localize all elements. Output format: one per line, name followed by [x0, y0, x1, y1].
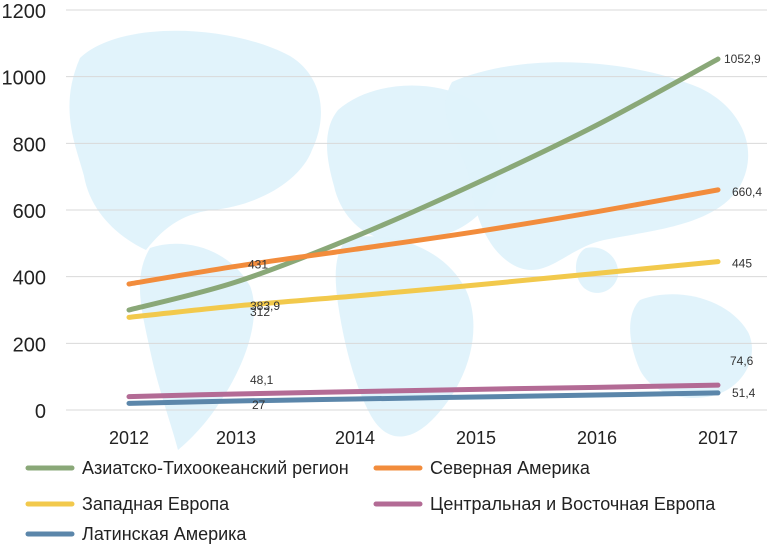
series-line-2	[126, 187, 721, 287]
x-tick-label: 2016	[577, 428, 617, 448]
data-label: 312	[250, 305, 270, 319]
y-tick-label: 800	[13, 134, 46, 156]
x-tick-label: 2014	[335, 428, 375, 448]
legend: Азиатско-Тихоокеанский регион Северная Ам…	[25, 458, 716, 544]
series-lines	[126, 56, 721, 406]
y-tick-label: 1000	[2, 68, 47, 90]
data-label: 383,9	[250, 299, 280, 313]
legend-label: Азиатско-Тихоокеанский регион	[82, 458, 349, 478]
x-tick-label: 2015	[456, 428, 496, 448]
data-labels: 383,9 1052,9 431 660,4 312 445 48,1 74,6 27 51,4	[248, 52, 762, 412]
x-tick-label: 2012	[109, 428, 149, 448]
x-tick-label: 2017	[698, 428, 738, 448]
map-shape-5	[445, 62, 749, 271]
y-tick-label: 600	[13, 201, 46, 223]
data-label: 48,1	[250, 373, 274, 387]
axis-labels: 0 200 400 600 800 1000 1200 2012 2013 2014 2015 201…	[2, 1, 739, 448]
legend-label: Западная Европа	[82, 494, 230, 514]
data-label: 51,4	[732, 386, 756, 400]
data-label: 431	[248, 257, 268, 271]
map-shape-2	[139, 243, 255, 450]
series-line-5	[126, 390, 721, 406]
data-label: 27	[252, 398, 266, 412]
series-line-1	[126, 56, 721, 313]
series-line-3	[126, 259, 721, 320]
data-label: 74,6	[730, 354, 754, 368]
y-tick-label: 1200	[2, 1, 47, 23]
map-shape-1	[69, 30, 321, 251]
x-tick-label: 2013	[216, 428, 256, 448]
legend-label: Латинская Америка	[82, 524, 247, 544]
data-label: 660,4	[732, 185, 762, 199]
y-tick-label: 0	[35, 401, 46, 423]
map-shape-7	[575, 247, 619, 293]
map-shape-4	[335, 236, 474, 437]
map-shape-6	[630, 294, 752, 398]
y-tick-label: 200	[13, 334, 46, 356]
legend-label: Северная Америка	[430, 458, 591, 478]
series-line-4	[126, 382, 721, 400]
data-label: 445	[732, 257, 752, 271]
y-tick-label: 400	[13, 268, 46, 290]
legend-label: Центральная и Восточная Европа	[430, 494, 716, 514]
data-label: 1052,9	[724, 52, 761, 66]
